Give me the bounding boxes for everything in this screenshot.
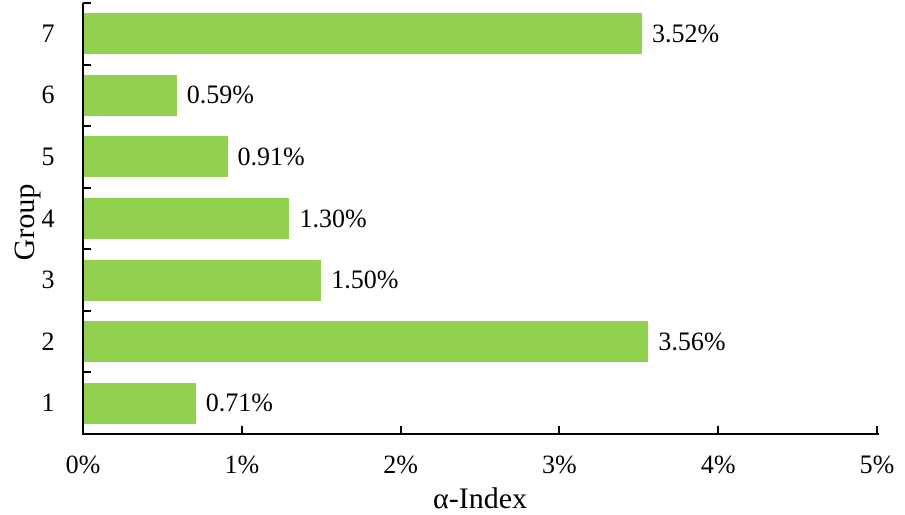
x-axis-tick [82,426,84,434]
x-tick-label: 4% [700,450,736,479]
bar-value-label: 1.50% [331,265,399,295]
y-category-label: 6 [41,80,55,110]
x-tick-label: 3% [542,450,577,479]
y-axis-tick [83,309,91,312]
bar-value-label: 3.56% [658,326,726,356]
bar-value-label: 0.71% [205,388,273,418]
x-axis-tick [399,426,402,434]
y-axis-title: Group [8,183,41,261]
y-axis-tick [83,63,91,66]
y-axis-tick [83,433,91,435]
y-category-label: 1 [41,388,55,418]
y-category-label: 4 [41,203,55,233]
x-axis-tick [240,426,243,434]
y-axis-tick [83,186,91,189]
bar [84,382,196,424]
x-axis-tick [876,426,878,434]
x-axis-line [82,433,879,435]
x-tick-label: 5% [859,450,895,479]
x-tick-label: 2% [383,450,418,479]
bar [84,136,228,178]
bar [84,198,290,239]
x-tick-label: 1% [224,450,260,479]
bar-value-label: 0.91% [237,141,305,171]
x-axis-tick [717,426,720,434]
y-category-label: 2 [41,326,55,356]
bar [84,74,177,116]
bar-value-label: 3.52% [651,18,720,48]
y-category-label: 7 [41,18,55,48]
y-axis-line [82,3,84,435]
x-tick-label: 0% [65,450,101,479]
x-axis-title: α-Index [432,482,528,515]
y-category-label: 3 [41,265,55,295]
bar-value-label: 0.59% [186,80,254,110]
bar [84,259,322,301]
x-axis-tick [558,426,561,434]
y-axis-tick [83,371,91,374]
y-axis-tick [83,125,91,128]
bar-value-label: 1.30% [299,203,367,233]
y-axis-tick [83,248,91,251]
y-category-label: 5 [41,141,55,171]
y-axis-tick [83,2,91,4]
bar [84,321,649,363]
bar [84,13,642,55]
